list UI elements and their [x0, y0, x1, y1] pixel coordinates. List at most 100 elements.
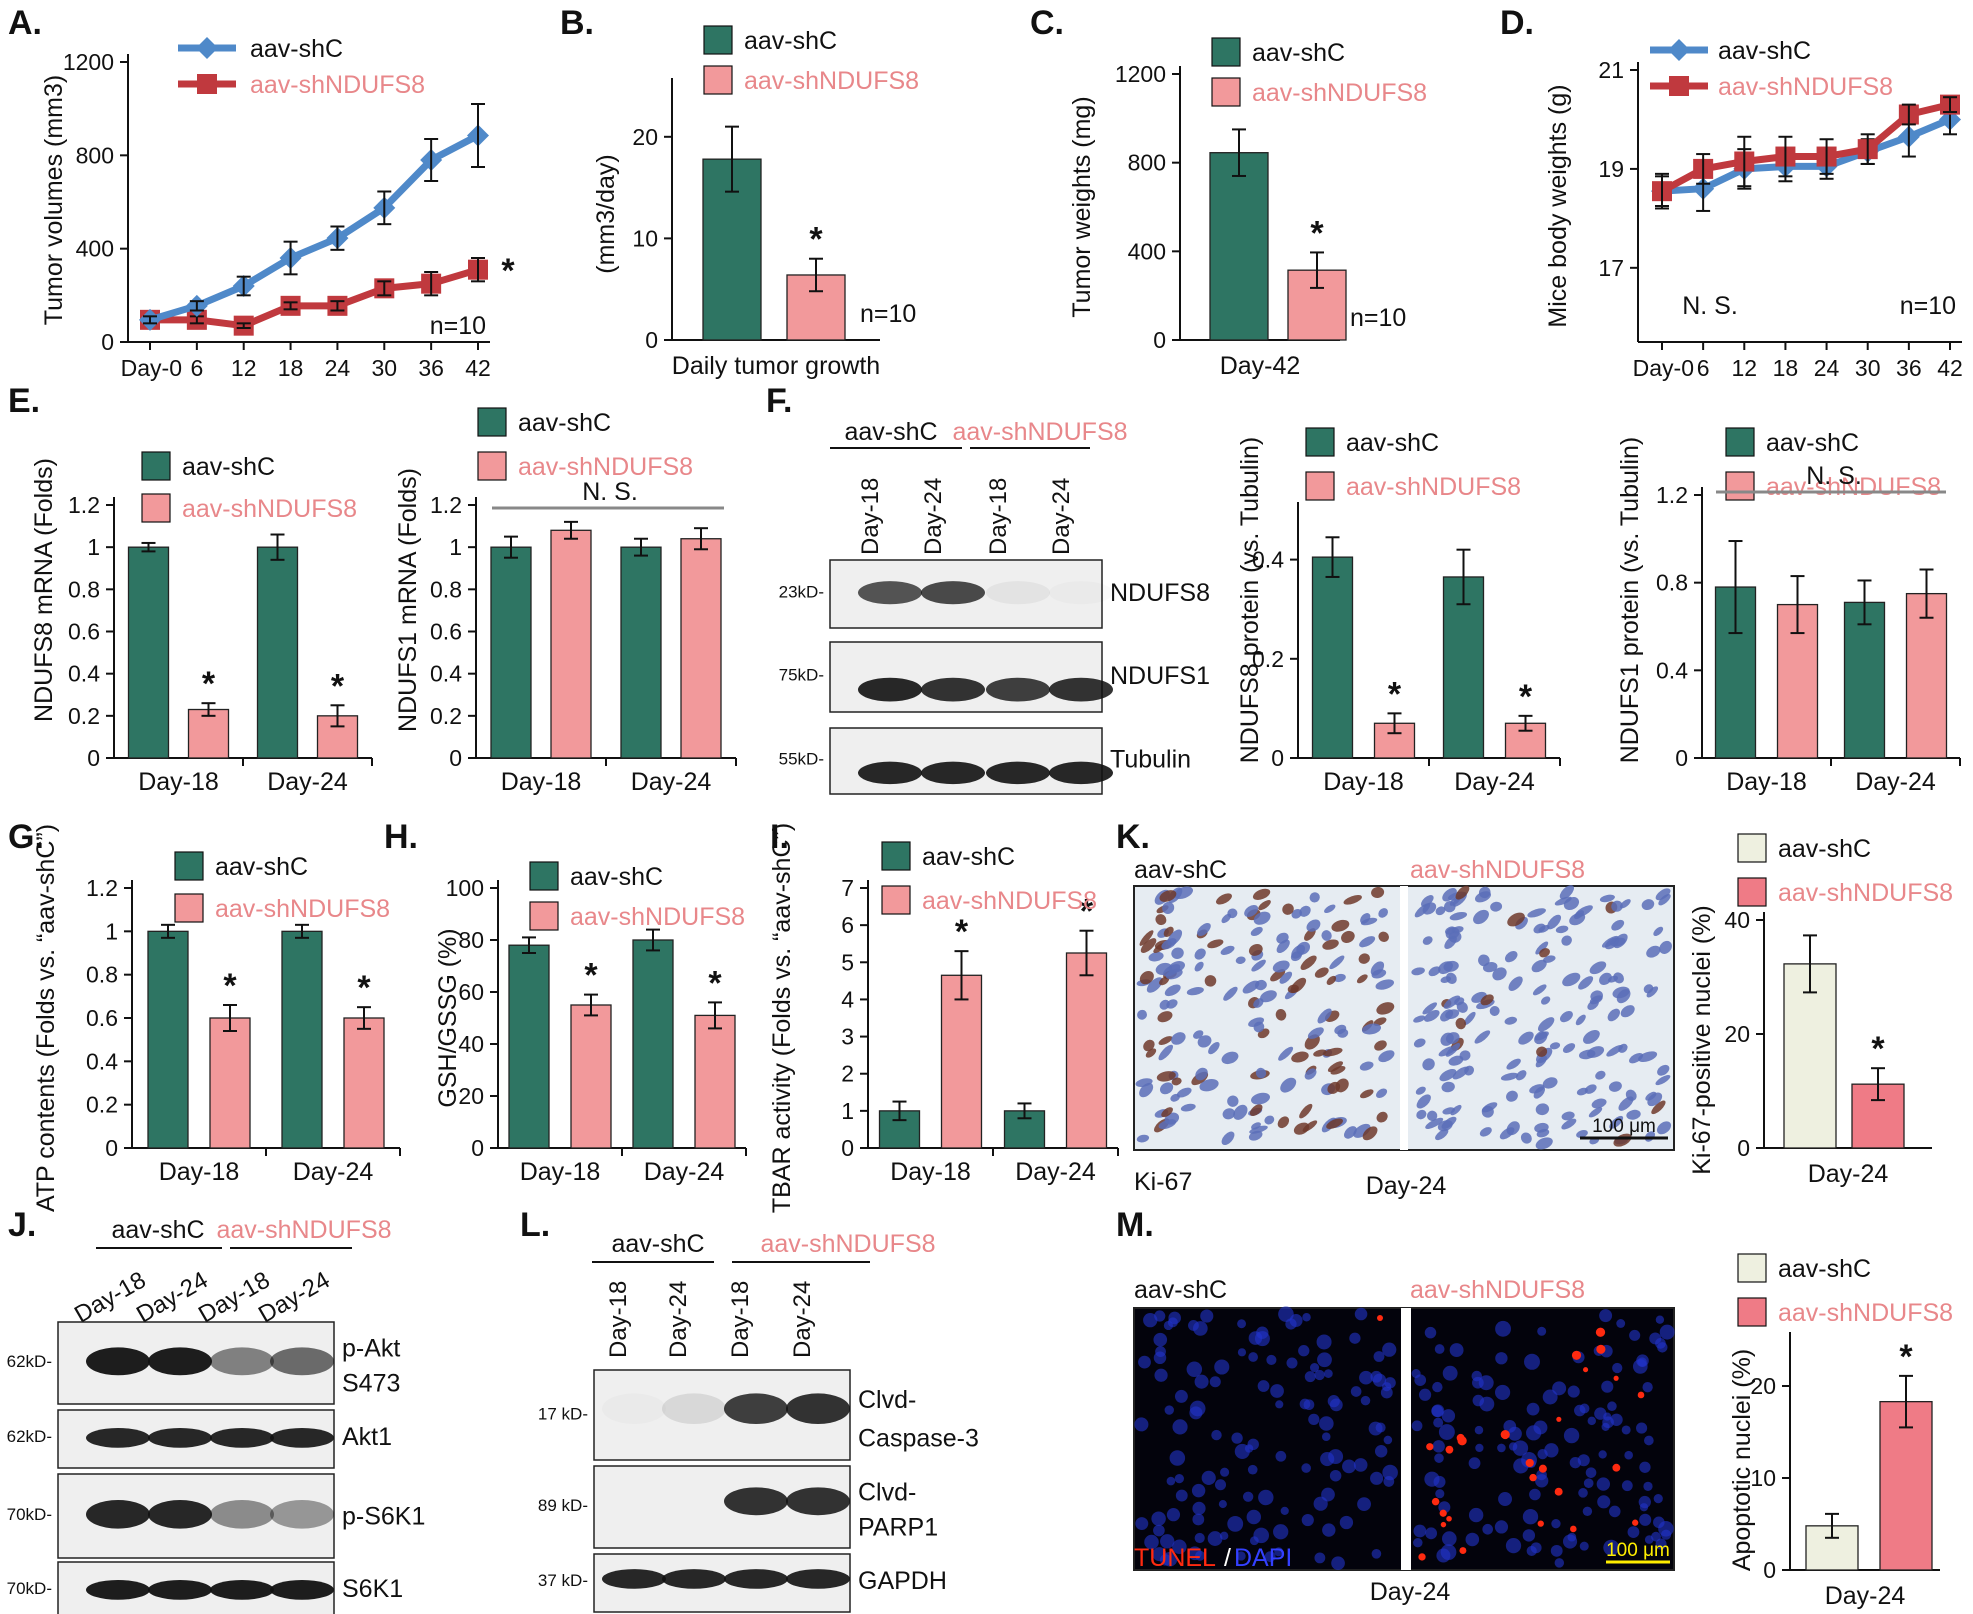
lane-label: Day-18: [605, 1281, 632, 1358]
y-tick-label: 20: [632, 124, 658, 150]
dapi-nucleus: [1621, 1480, 1633, 1492]
annotation-ns: N. S.: [582, 478, 638, 506]
nucleus: [1655, 888, 1671, 901]
dapi-nucleus: [1273, 1524, 1289, 1540]
blot-band: [662, 1569, 726, 1589]
error-bar: [1819, 138, 1834, 175]
nucleus: [1242, 980, 1260, 994]
nucleus: [1317, 1008, 1332, 1024]
dapi-nucleus: [1601, 1380, 1614, 1393]
error-bar: [725, 125, 739, 193]
image-label-aav-shNDUFS8: aav-shNDUFS8: [1410, 856, 1585, 884]
nucleus: [1629, 1053, 1644, 1064]
nucleus: [1655, 1074, 1671, 1086]
nucleus: [1450, 1104, 1462, 1116]
bar-aav-shC-Day-24: [1843, 601, 1886, 759]
nucleus: [1591, 1098, 1607, 1109]
nucleus: [1197, 1035, 1212, 1048]
dapi-nucleus: [1143, 1312, 1158, 1328]
nucleus: [1428, 966, 1441, 977]
nucleus: [1170, 1093, 1180, 1102]
dapi-nucleus: [1151, 1511, 1166, 1526]
dapi-nucleus: [1659, 1324, 1675, 1340]
error-bar: [377, 190, 392, 226]
error-bar: [708, 1001, 722, 1030]
series-aav-shC: [139, 124, 489, 331]
dapi-nucleus: [1329, 1469, 1342, 1482]
nucleus: [1658, 893, 1671, 906]
y-tick-label: 1.2: [86, 875, 118, 901]
nucleus: [1235, 956, 1246, 965]
dapi-nucleus: [1513, 1458, 1529, 1474]
nucleus: [1244, 905, 1259, 918]
nucleus: [1140, 938, 1157, 953]
legend-entry-aav-shNDUFS8: aav-shNDUFS8: [1650, 73, 1893, 101]
dapi-nucleus: [1172, 1419, 1188, 1435]
scale-bar-label: 100 μm: [1606, 1540, 1670, 1561]
dapi-nucleus: [1275, 1400, 1284, 1409]
y-axis-label: Apoptotic nuclei (%): [1728, 1349, 1756, 1571]
nucleus: [1435, 1128, 1449, 1141]
panel-label-I: I.: [770, 818, 789, 856]
x-tick-label: 30: [1855, 355, 1881, 381]
dapi-nucleus: [1266, 1354, 1277, 1365]
nucleus: [1299, 1103, 1313, 1119]
nucleus: [1251, 1122, 1261, 1130]
protein-label: Tubulin: [1110, 746, 1191, 774]
tunel-spot: [1439, 1509, 1447, 1517]
legend-entry-aav-shC: aav-shC: [1650, 37, 1811, 65]
dapi-nucleus: [1651, 1531, 1661, 1542]
nucleus: [1376, 1111, 1388, 1123]
nucleus: [1437, 1120, 1453, 1132]
bar-aav-shNDUFS8: [1879, 1400, 1933, 1571]
image-label-aav-shNDUFS8: aav-shNDUFS8: [1410, 1276, 1585, 1304]
nucleus: [1489, 1006, 1500, 1016]
nucleus: [1439, 1068, 1457, 1082]
y-axis-label: ATP contents (Folds vs. “aav-shC”): [32, 824, 60, 1212]
dapi-nucleus: [1218, 1500, 1227, 1509]
dapi-nucleus: [1301, 1513, 1314, 1527]
protein-label: Clvd-: [858, 1478, 916, 1506]
nucleus: [1361, 1023, 1382, 1035]
legend-aav-shC: aav-shC: [1737, 833, 1871, 863]
y-tick-label: 0: [87, 745, 100, 771]
blot-band: [210, 1427, 274, 1448]
nucleus: [1139, 1082, 1154, 1098]
tunel-spot: [1613, 1375, 1619, 1381]
legend-swatch: [1211, 77, 1241, 107]
dapi-nucleus: [1237, 1348, 1247, 1357]
y-tick-label: 80: [458, 927, 484, 953]
panel-label-G: G.: [8, 818, 44, 856]
legend-label: aav-shNDUFS8: [1718, 73, 1893, 101]
dapi-nucleus: [1495, 1384, 1511, 1401]
significance-star: *: [584, 957, 598, 995]
dapi-nucleus: [1612, 1362, 1623, 1374]
blot-band: [270, 1427, 334, 1448]
nucleus: [1223, 986, 1238, 1001]
dapi-nucleus: [1598, 1450, 1607, 1459]
legend-swatch: [1725, 427, 1755, 457]
legend-swatch: [477, 451, 507, 481]
protein-label: p-S6K1: [342, 1502, 425, 1530]
legend-aav-shC: aav-shC: [1737, 1253, 1871, 1283]
nucleus: [1264, 1115, 1275, 1125]
marker-label: 62kD-: [7, 1352, 52, 1371]
nucleus: [1589, 995, 1603, 1005]
blot-L-PARP1-1: 89 kD- Clvd- PARP1: [538, 1465, 938, 1549]
panel-label-C: C.: [1030, 4, 1064, 42]
nucleus: [1435, 906, 1446, 916]
tunel-spot: [1538, 1464, 1547, 1473]
bar-aav-shC-Day-18: [508, 944, 550, 1149]
tunel-spot: [1525, 1458, 1534, 1468]
panel-label-A: A.: [8, 4, 42, 42]
y-tick-label: 0: [1271, 745, 1284, 771]
y-tick-label: 0.4: [430, 661, 462, 687]
legend-aav-shC: aav-shC: [881, 841, 1015, 871]
blot-J-p-S6K1-2: 70kD-p-S6K1: [7, 1473, 425, 1559]
nucleus: [1588, 1107, 1603, 1118]
nucleus: [1375, 979, 1395, 990]
x-tick-label: Day-0: [1633, 355, 1694, 381]
group-label-aav-shC: aav-shC: [111, 1216, 204, 1244]
x-tick-label: 24: [1814, 355, 1840, 381]
legend-aav-shC: aav-shC: [1725, 427, 1859, 457]
